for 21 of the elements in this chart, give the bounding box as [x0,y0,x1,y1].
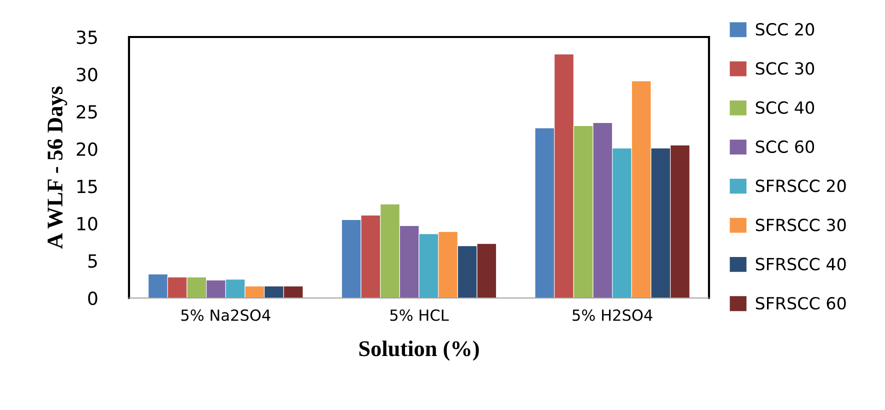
y-axis-title: A WLF - 56 Days [48,86,68,249]
legend-label: SCC 60 [756,140,814,154]
legend-label: SFRSCC 40 [756,258,846,270]
y-tick-label: 10 [77,216,98,231]
legend-label: SCC 30 [756,62,814,75]
legend-label: SFRSCC 20 [756,180,846,192]
y-tick-label: 15 [77,180,97,194]
x-axis-title: Solution (%) [359,340,479,361]
y-tick-label: 30 [76,68,98,82]
y-tick-label: 20 [76,142,98,156]
x-tick-label: 5% HCL [390,309,449,321]
y-tick-label: 0 [88,291,98,306]
legend-label: SCC 40 [756,101,814,114]
x-tick-label: 5% H2SO4 [572,309,652,321]
y-tick-label: 35 [76,30,97,44]
legend-label: SFRSCC 60 [756,296,846,310]
legend-label: SCC 20 [756,23,814,36]
y-tick-label: 25 [76,105,97,119]
y-tick-label: 5 [88,254,97,268]
x-tick-label: 5% Na2SO4 [181,309,270,321]
legend-label: SFRSCC 30 [756,218,846,232]
